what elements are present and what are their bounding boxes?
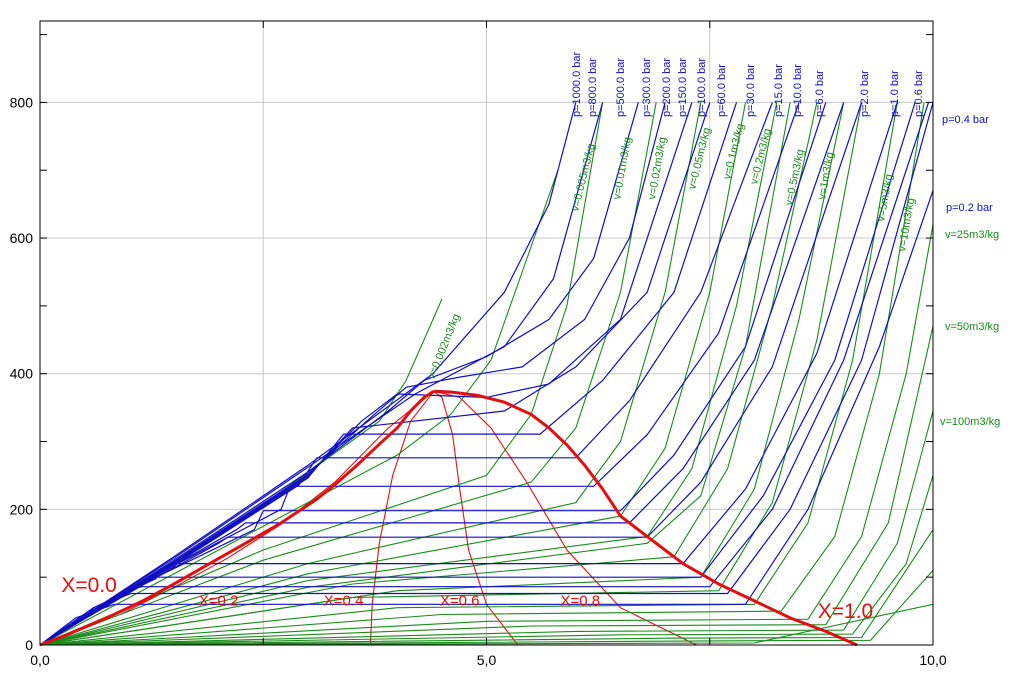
isochore-v-0-02m3-kg (39, 102, 657, 646)
isobar-label-p-100-0-bar: p=100.0 bar (696, 58, 708, 117)
isochore-line (39, 102, 791, 646)
isobar-p-150-0-bar (39, 102, 711, 646)
isochore-line (39, 475, 934, 646)
saturated-vapor-line (433, 389, 858, 647)
isobar-label-p-800-0-bar: p=800.0 bar (587, 58, 599, 117)
isobar-label-p-6-0-bar: p=6.0 bar (814, 70, 826, 117)
isochore-line (39, 529, 934, 646)
isobar-p-60-0-bar (39, 102, 773, 646)
isobar-p-500-0-bar (39, 102, 639, 646)
isobar-p-0-2-bar (39, 190, 934, 646)
isobar-label-p-0-4-bar: p=0.4 bar (942, 114, 989, 126)
isobar-label-p-0-6-bar: p=0.6 bar (913, 70, 925, 117)
isochore-v-25m3-kg (39, 224, 934, 646)
saturated-liquid-line (39, 390, 435, 647)
y-tick-label: 600 (10, 230, 34, 246)
isobar-p-2-0-bar (39, 102, 898, 646)
isochore-v-10m3-kg (39, 102, 925, 646)
isobar-p-0-4-bar (39, 102, 934, 646)
isochore-line (39, 603, 934, 646)
isobar-label-p-1-0-bar: p=1.0 bar (889, 70, 901, 117)
isochore-label-v-25m3-kg: v=25m3/kg (945, 229, 999, 241)
isobar-label-p-300-0-bar: p=300.0 bar (641, 58, 653, 117)
y-tick-label: 200 (10, 501, 34, 517)
isochore-label-v-50m3-kg: v=50m3/kg (945, 321, 999, 333)
isochore-lines (39, 102, 934, 646)
quality-label-x-0-4: X=0.4 (324, 593, 364, 610)
isobar-label-p-500-0-bar: p=500.0 bar (615, 58, 627, 117)
y-tick-label: 800 (10, 94, 34, 110)
isobar-p-300-0-bar (39, 102, 666, 646)
isobar-p-15-0-bar (39, 102, 827, 646)
isobar-p-30-0-bar (39, 102, 800, 646)
y-tick-label: 400 (10, 366, 34, 382)
y-tick-label: 0 (25, 637, 33, 653)
isochore-line (39, 570, 934, 646)
isobar-label-p-60-0-bar: p=60.0 bar (716, 64, 728, 117)
isochore-v-0-2m3-kg (39, 102, 778, 646)
isochore-v-0-1m3-kg (39, 102, 747, 646)
quality-line-x-0-8 (433, 390, 697, 646)
isobar-label-p-10-0-bar: p=10.0 bar (792, 64, 804, 117)
isochore-line (39, 102, 863, 646)
isobar-label-p-0-2-bar: p=0.2 bar (946, 202, 993, 214)
isobar-p-200-0-bar (39, 102, 693, 646)
isochore-v-0-005m3-kg (39, 170, 559, 646)
saturation-dome (39, 389, 858, 647)
isochore-v-0-5m3-kg (39, 102, 818, 646)
isobar-p-0-6-bar (39, 102, 930, 646)
isobar-label-p-150-0-bar: p=150.0 bar (677, 58, 689, 117)
isobar-p-10-0-bar (39, 102, 845, 646)
isobar-label-p-200-0-bar: p=200.0 bar (661, 58, 673, 117)
quality-label-x-0-0: X=0.0 (61, 574, 116, 597)
isochore-v-0-01m3-kg (39, 102, 604, 646)
isochore-label-v-100m3-kg: v=100m3/kg (940, 416, 1000, 428)
isochore-v-5m3-kg (39, 102, 898, 646)
isochore-v-50m3-kg (39, 326, 934, 646)
isobar-p-800-0-bar (39, 102, 604, 646)
isobar-p-100-0-bar (39, 102, 738, 646)
isobar-lines (39, 102, 934, 646)
isobar-label-p-30-0-bar: p=30.0 bar (745, 64, 757, 117)
quality-label-x-0-2: X=0.2 (199, 593, 239, 610)
x-tick-label: 10,0 (919, 652, 946, 668)
quality-label-x-0-8: X=0.8 (560, 593, 600, 610)
axis-ticks: 0,0 5,0 10,0 0 200 400 600 800 (10, 21, 947, 668)
isobar-p-1000-0-bar (39, 102, 577, 646)
x-tick-label: 5,0 (477, 652, 497, 668)
isobar-label-p-1000-0-bar: p=1000.0 bar (571, 52, 583, 117)
isochore-v-100m3-kg (39, 410, 934, 646)
x-tick-label: 0,0 (30, 652, 50, 668)
quality-label-x-1-0: X=1.0 (818, 600, 873, 623)
isobar-label-p-15-0-bar: p=15.0 bar (773, 64, 785, 117)
quality-label-x-0-6: X=0.6 (440, 593, 480, 610)
isobar-label-p-2-0-bar: p=2.0 bar (859, 70, 871, 117)
grid-lines (40, 21, 933, 645)
